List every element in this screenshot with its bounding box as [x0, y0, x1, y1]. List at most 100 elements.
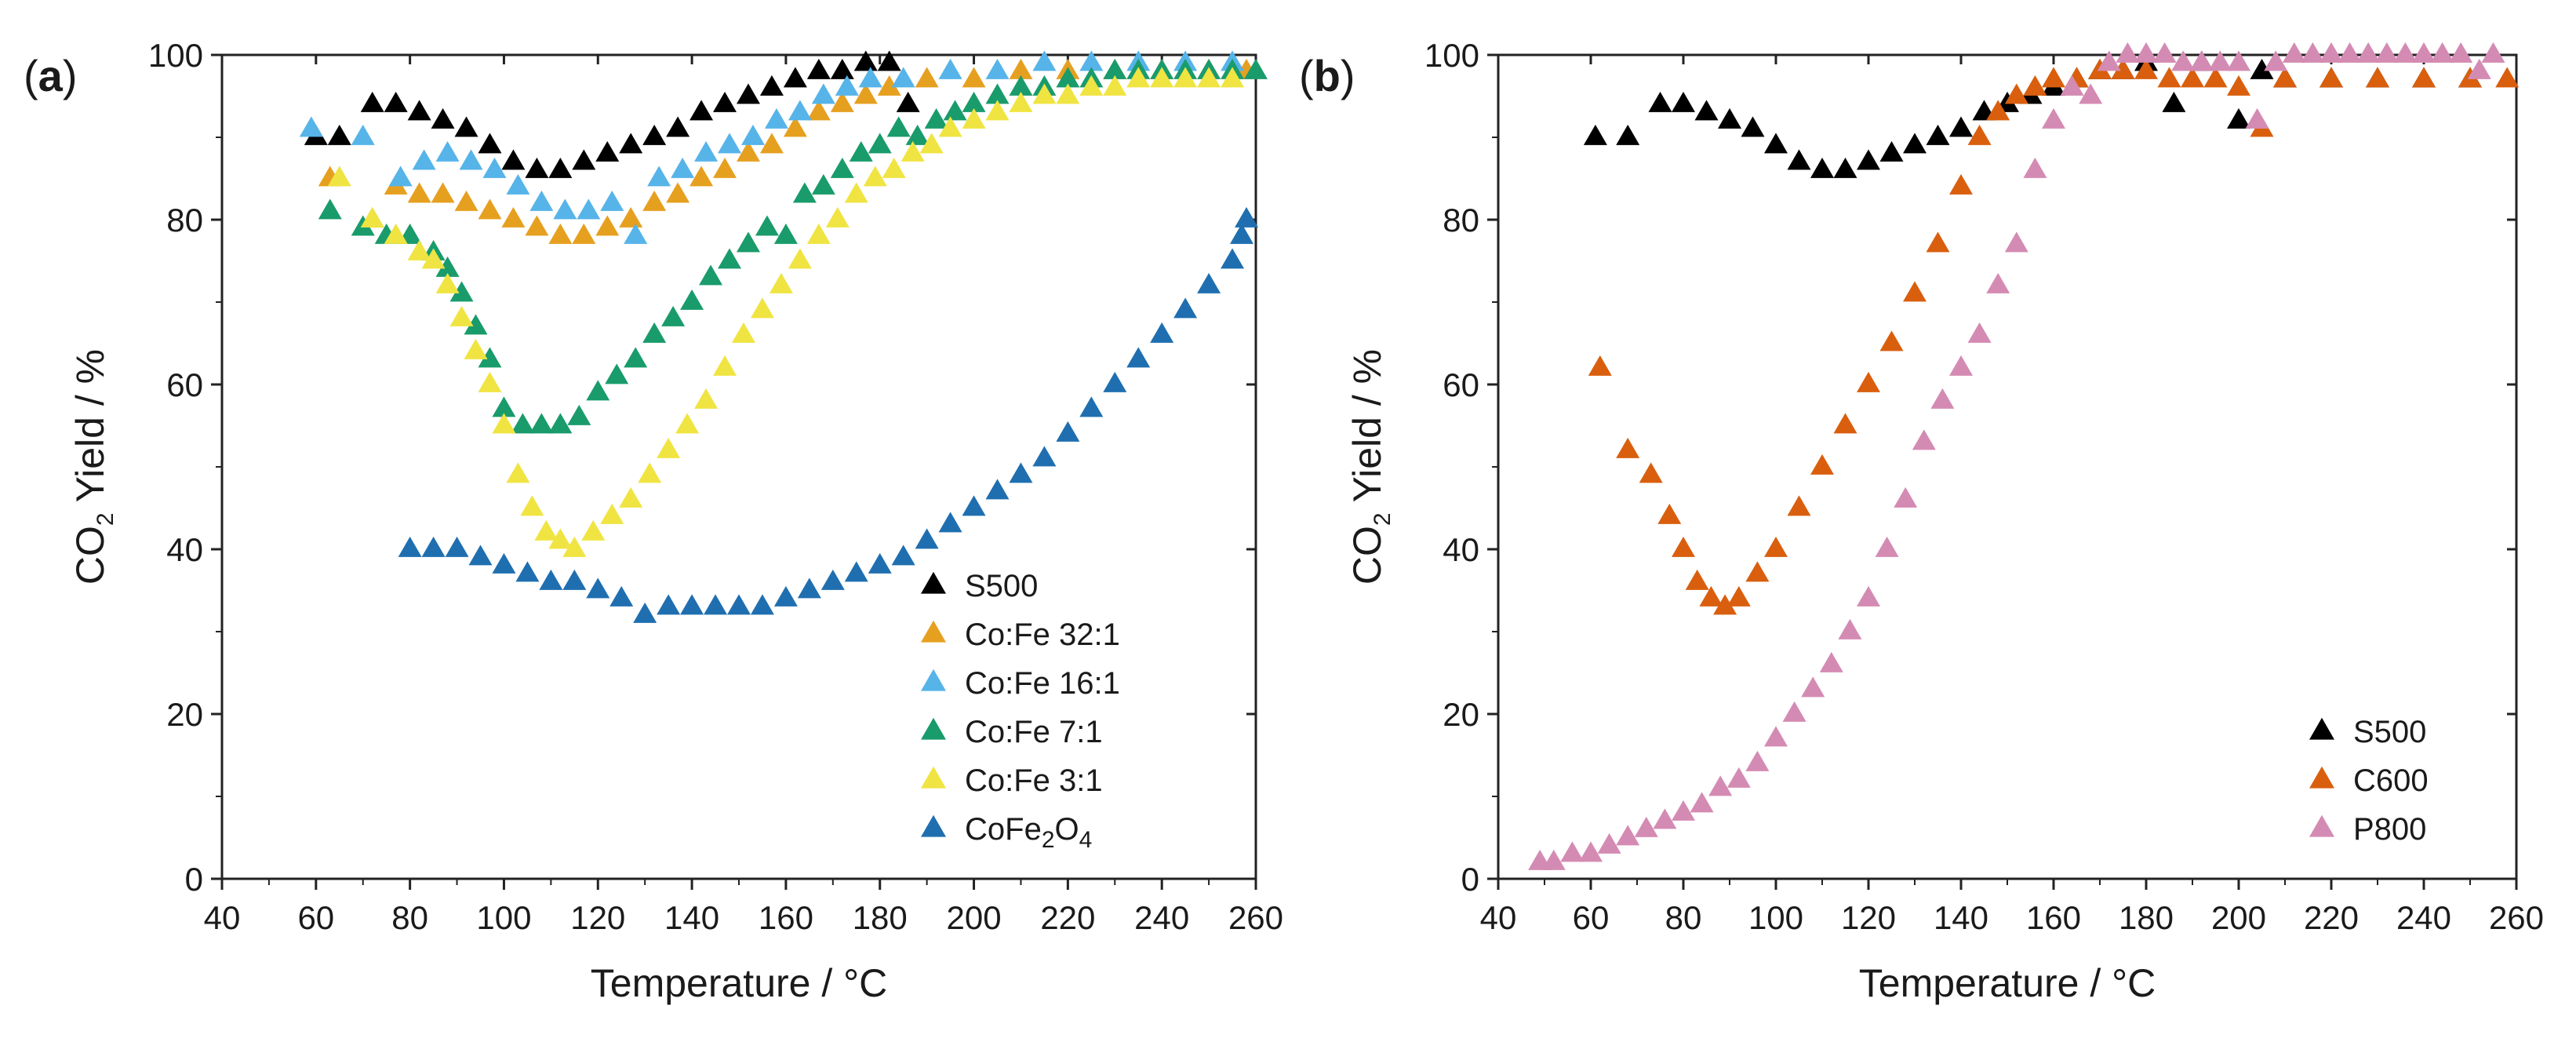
data-point	[1745, 561, 1770, 582]
data-point	[2042, 107, 2065, 129]
y-tick-label: 80	[166, 202, 203, 239]
data-point	[2227, 50, 2250, 71]
data-point	[915, 67, 939, 88]
data-point	[985, 58, 1010, 79]
data-point	[788, 248, 812, 269]
x-tick-label: 120	[1841, 899, 1896, 936]
data-point	[1616, 437, 1640, 458]
data-point	[642, 124, 667, 145]
panel-label: (a)	[24, 51, 77, 100]
data-point	[759, 75, 784, 96]
data-point	[506, 173, 530, 195]
data-point	[694, 388, 719, 409]
data-point	[2004, 231, 2028, 253]
data-point	[492, 413, 516, 434]
data-point	[882, 157, 906, 178]
data-point	[1648, 91, 1672, 112]
data-point	[891, 545, 915, 566]
data-point	[713, 91, 737, 112]
data-point	[806, 223, 831, 244]
data-point	[511, 413, 535, 434]
data-point	[1879, 330, 1904, 352]
data-point	[2004, 83, 2028, 104]
data-point	[595, 140, 620, 162]
data-point	[600, 503, 624, 524]
data-point	[1694, 100, 1719, 121]
data-point	[1597, 833, 1621, 854]
data-point	[2393, 42, 2418, 63]
data-point	[671, 157, 695, 178]
data-point	[1235, 206, 1259, 228]
data-point	[459, 149, 483, 170]
y-tick-label: 0	[1461, 861, 1479, 898]
data-point	[1150, 322, 1174, 343]
data-point	[1560, 841, 1585, 862]
data-point	[1230, 223, 1254, 244]
data-point	[454, 190, 478, 211]
data-point	[783, 67, 807, 88]
data-point	[1967, 124, 1992, 145]
data-point	[1857, 149, 1880, 170]
series-co-fe-16-1	[299, 50, 1245, 244]
data-point	[2134, 58, 2158, 79]
data-point	[1879, 140, 1904, 162]
data-marks	[299, 50, 1268, 623]
y-tick-label: 20	[1443, 696, 1479, 733]
data-point	[1032, 83, 1057, 104]
data-point	[2134, 42, 2158, 63]
data-point	[539, 569, 563, 590]
legend-label: C600	[2353, 763, 2429, 798]
legend: S500 Co:Fe 32:1 Co:Fe 16:1 Co:Fe 7:1 Co:Fe 3…	[921, 569, 1120, 853]
data-point	[2111, 58, 2135, 79]
data-point	[609, 585, 634, 607]
data-point	[694, 140, 719, 162]
data-point	[1930, 388, 1955, 409]
data-point	[454, 116, 478, 137]
series-s500	[304, 50, 920, 178]
data-point	[1726, 767, 1751, 788]
data-point	[825, 206, 850, 228]
data-point	[797, 577, 821, 599]
series-s500	[1583, 50, 2482, 178]
data-point	[1838, 618, 1862, 639]
data-point	[577, 199, 601, 220]
data-point	[830, 91, 854, 112]
x-axis-title: Temperature / °C	[1859, 961, 2156, 1005]
x-tick-label: 80	[1665, 899, 1702, 936]
data-point	[1810, 157, 1834, 178]
data-point	[1056, 67, 1080, 88]
data-point	[412, 149, 436, 170]
data-point	[624, 347, 648, 368]
data-point	[1032, 50, 1057, 71]
data-point	[1173, 297, 1198, 319]
data-marks	[1528, 42, 2520, 870]
data-point	[478, 199, 502, 220]
data-point	[905, 124, 930, 145]
data-point	[1713, 594, 1737, 615]
series-co-fe-3-1	[327, 67, 1245, 557]
data-point	[1541, 849, 1566, 870]
data-point	[755, 215, 779, 236]
data-point	[482, 157, 507, 178]
data-point	[657, 594, 681, 615]
data-point	[1009, 58, 1033, 79]
data-point	[1103, 75, 1127, 96]
data-point	[1926, 231, 1950, 253]
data-point	[962, 91, 986, 112]
data-point	[2208, 50, 2232, 71]
data-point	[2412, 67, 2436, 88]
x-tick-label: 40	[1480, 899, 1517, 936]
data-point	[2467, 58, 2491, 79]
data-point	[619, 133, 643, 154]
data-point	[2374, 42, 2399, 63]
data-point	[699, 264, 723, 286]
data-point	[1583, 124, 1607, 145]
data-point	[1875, 536, 1899, 557]
data-point	[1221, 248, 1245, 269]
data-point	[562, 569, 587, 590]
data-point	[891, 67, 915, 88]
data-point	[299, 116, 323, 137]
data-point	[2319, 42, 2343, 63]
legend-marker	[2309, 766, 2334, 789]
data-point	[600, 190, 624, 211]
